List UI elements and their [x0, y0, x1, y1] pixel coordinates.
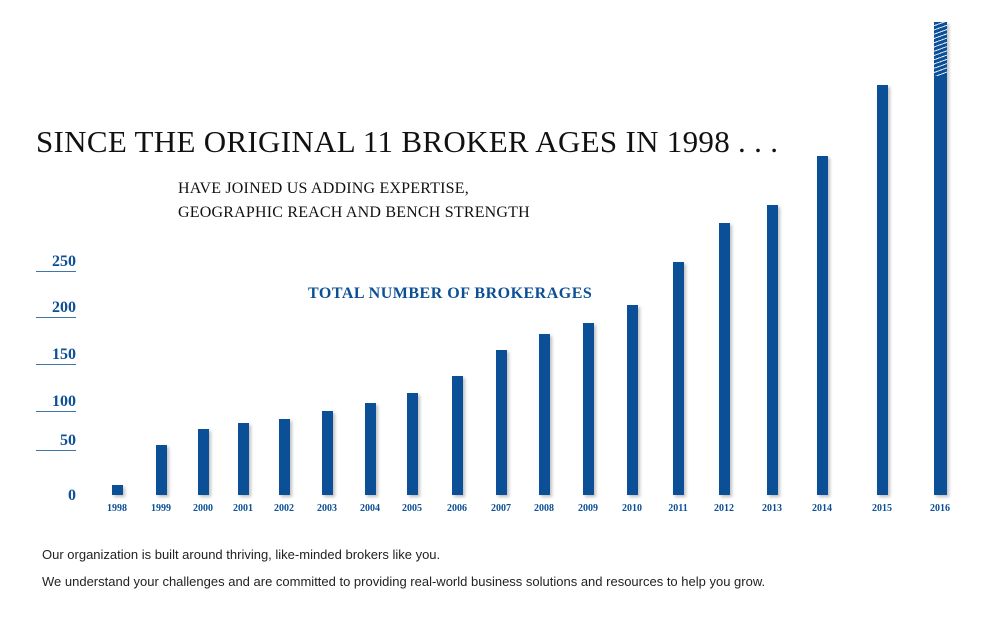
- chart-subtitle-line-2: GEOGRAPHIC REACH AND BENCH STRENGTH: [178, 204, 530, 221]
- y-tick-label: 200: [36, 299, 76, 318]
- x-tick-label: 2005: [402, 503, 422, 514]
- y-tick-label: 100: [36, 393, 76, 412]
- bar-2014: [816, 155, 828, 495]
- chart-subtitle-line-1: HAVE JOINED US ADDING EXPERTISE,: [178, 180, 469, 197]
- bar-2015: [876, 84, 888, 495]
- y-tick-label: 50: [36, 432, 76, 451]
- bar-2002: [278, 418, 290, 495]
- x-tick-label: 1998: [107, 503, 127, 514]
- x-tick-label: 2011: [668, 503, 688, 514]
- x-tick-label: 2006: [447, 503, 467, 514]
- x-tick-label: 2001: [233, 503, 253, 514]
- bar-2008: [538, 333, 550, 495]
- bar-2004: [364, 402, 376, 495]
- footer-line-1: Our organization is built around thrivin…: [42, 547, 441, 562]
- x-tick-label: 2004: [360, 503, 380, 514]
- footer-line-2: We understand your challenges and are co…: [42, 574, 766, 589]
- bar-2007: [495, 349, 507, 495]
- bar-2012: [718, 222, 730, 495]
- series-label: TOTAL NUMBER OF BROKERAGES: [308, 285, 593, 302]
- chart-title: SINCE THE ORIGINAL 11 BROKER AGES IN 199…: [36, 124, 779, 159]
- bar-2010: [626, 304, 638, 495]
- bar-2011: [672, 262, 684, 495]
- x-tick-label: 2000: [193, 503, 213, 514]
- bar-2005: [406, 393, 418, 495]
- x-tick-label: 2013: [762, 503, 782, 514]
- bar-2006: [451, 375, 463, 495]
- bar-hatched-top: [933, 22, 947, 77]
- y-tick-label: 0: [68, 487, 76, 504]
- x-tick-label: 2007: [491, 503, 511, 514]
- x-tick-label: 2003: [317, 503, 337, 514]
- x-tick-label: 2009: [578, 503, 598, 514]
- bar-2016: [933, 22, 947, 495]
- y-tick-label: 150: [36, 346, 76, 365]
- x-tick-label: 2008: [534, 503, 554, 514]
- bar-2001: [237, 423, 249, 495]
- x-tick-label: 1999: [151, 503, 171, 514]
- x-tick-label: 2014: [812, 503, 832, 514]
- x-tick-label: 2010: [622, 503, 642, 514]
- bar-2009: [582, 322, 594, 495]
- x-tick-label: 2002: [274, 503, 294, 514]
- y-tick-label: 250: [36, 253, 76, 272]
- bar-2000: [197, 428, 209, 495]
- bar-2013: [766, 205, 778, 495]
- x-tick-label: 2012: [714, 503, 734, 514]
- bar-1999: [155, 444, 167, 495]
- bar-1998: [111, 484, 123, 495]
- x-tick-label: 2015: [872, 503, 892, 514]
- x-tick-label: 2016: [930, 503, 950, 514]
- bar-2003: [321, 411, 333, 495]
